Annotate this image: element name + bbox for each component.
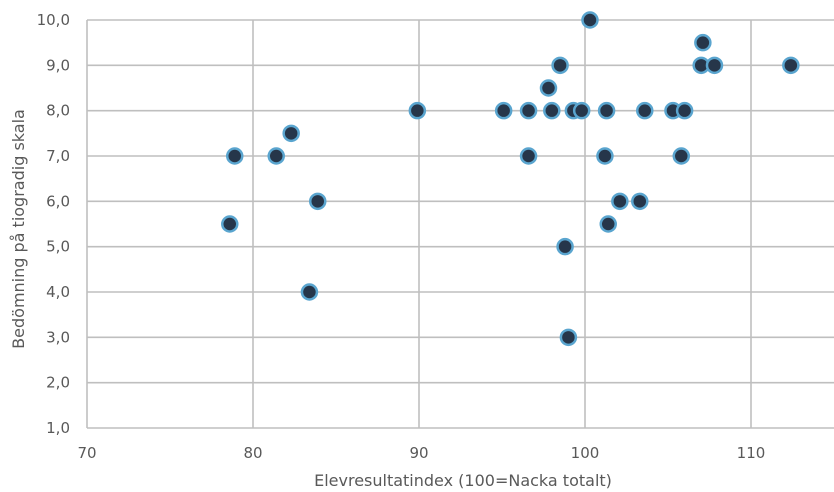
data-point (597, 101, 616, 120)
x-tick-label: 80 (243, 444, 262, 462)
y-tick-label: 10,0 (37, 11, 70, 29)
y-tick-label: 7,0 (46, 147, 70, 165)
tick-labels: 1,0 2,0 3,0 4,0 5,0 6,0 7,0 8,0 9,0 10,0 70 80 90 100… (37, 11, 766, 462)
y-tick-label: 4,0 (46, 283, 70, 301)
grid (86, 19, 834, 429)
x-axis-label: Elevresultatindex (100=Nacka totalt) (314, 471, 612, 490)
data-point (672, 147, 691, 165)
data-point (408, 101, 427, 120)
data-point (267, 147, 285, 165)
x-tick-label: 100 (571, 444, 600, 462)
data-point (494, 101, 513, 120)
y-tick-label: 2,0 (46, 374, 70, 392)
x-tick-label: 90 (409, 444, 428, 462)
data-point (596, 147, 614, 165)
data-point (782, 56, 800, 75)
data-point (308, 192, 327, 211)
data-point (694, 33, 712, 52)
y-tick-label: 8,0 (46, 102, 70, 120)
data-point (519, 147, 538, 165)
data-points (221, 11, 800, 347)
data-point (631, 192, 649, 211)
data-point (543, 101, 561, 120)
x-tick-label: 110 (737, 444, 766, 462)
data-point (556, 237, 574, 256)
data-point (539, 79, 558, 97)
data-point (705, 56, 724, 75)
data-point (221, 215, 239, 233)
y-tick-label: 3,0 (46, 328, 70, 346)
data-point (611, 192, 629, 211)
data-point (581, 11, 599, 29)
data-point (300, 283, 319, 301)
data-point (675, 101, 694, 120)
y-tick-label: 9,0 (46, 56, 70, 74)
x-tick-label: 70 (77, 444, 96, 462)
y-axis-label: Bedömning på tiogradig skala (9, 109, 28, 349)
data-point (225, 147, 244, 165)
data-point (572, 101, 591, 120)
y-tick-label: 1,0 (46, 419, 70, 437)
data-point (551, 56, 569, 75)
data-point (599, 215, 617, 233)
data-point (559, 328, 578, 347)
data-point (282, 124, 300, 143)
y-tick-label: 6,0 (46, 192, 70, 210)
data-point (519, 101, 538, 120)
data-point (636, 101, 654, 120)
y-tick-label: 5,0 (46, 238, 70, 256)
